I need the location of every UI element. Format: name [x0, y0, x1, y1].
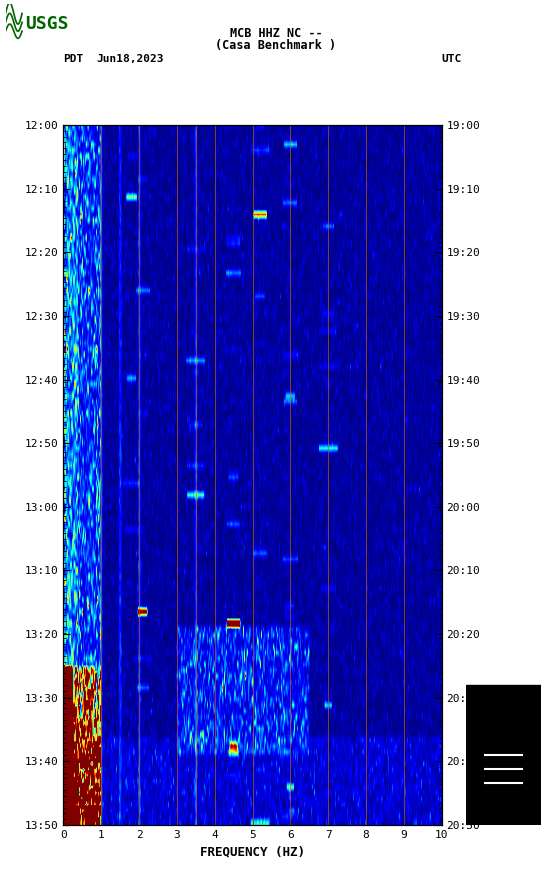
Text: UTC: UTC	[442, 54, 462, 63]
Text: MCB HHZ NC --: MCB HHZ NC --	[230, 27, 322, 40]
X-axis label: FREQUENCY (HZ): FREQUENCY (HZ)	[200, 846, 305, 858]
Text: Jun18,2023: Jun18,2023	[97, 54, 164, 63]
Text: (Casa Benchmark ): (Casa Benchmark )	[215, 39, 337, 53]
Bar	[466, 685, 541, 825]
Text: PDT: PDT	[63, 54, 84, 63]
Text: USGS: USGS	[25, 15, 69, 33]
